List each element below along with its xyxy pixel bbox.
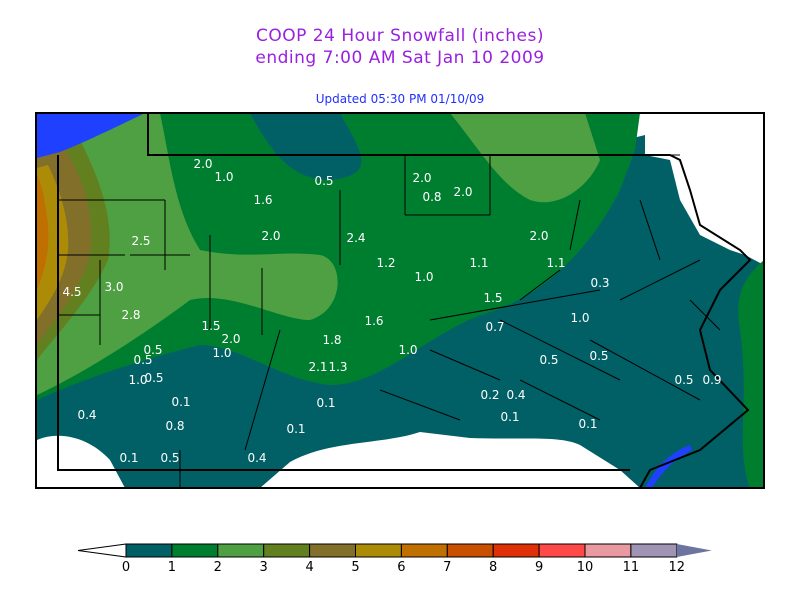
station-value: 2.0 — [261, 229, 281, 243]
station-value: 3.0 — [104, 280, 124, 294]
legend-swatch — [217, 543, 265, 558]
station-value: 0.3 — [590, 276, 610, 290]
station-value: 0.9 — [702, 373, 722, 387]
station-value: 0.5 — [674, 373, 694, 387]
station-value: 2.0 — [221, 332, 241, 346]
zone-none-northeast — [585, 113, 764, 265]
station-value: 1.0 — [398, 343, 418, 357]
station-value: 1.1 — [469, 256, 489, 270]
legend-tick-label: 3 — [259, 560, 268, 575]
zone-1-2-east — [738, 255, 764, 488]
station-value: 0.5 — [143, 343, 163, 357]
legend-swatch — [171, 543, 219, 558]
station-value: 0.8 — [422, 190, 442, 204]
station-value: 0.5 — [589, 349, 609, 363]
station-value: 0.5 — [133, 353, 153, 367]
station-value: 2.8 — [121, 308, 141, 322]
station-value: 1.0 — [212, 346, 232, 360]
station-value: 1.5 — [483, 291, 503, 305]
station-value: 0.1 — [171, 395, 191, 409]
legend-tick-label: 8 — [489, 560, 498, 575]
legend-swatch — [263, 543, 311, 558]
station-value: 1.8 — [322, 333, 342, 347]
legend-tick-label: 12 — [668, 560, 686, 575]
delaware-river — [645, 445, 692, 488]
station-value: 2.4 — [346, 231, 366, 245]
legend-tick-label: 6 — [397, 560, 406, 575]
map-title: COOP 24 Hour Snowfall (inches) — [256, 26, 544, 46]
state-border — [57, 113, 752, 489]
legend-swatch — [355, 543, 402, 558]
legend-swatch — [630, 543, 678, 558]
station-value: 2.0 — [193, 157, 213, 171]
legend-tick-label: 0 — [121, 560, 131, 575]
station-value: 1.2 — [376, 256, 396, 270]
station-value: 1.0 — [570, 311, 590, 325]
station-value: 0.1 — [500, 410, 520, 424]
station-value: 0.5 — [539, 353, 559, 367]
legend-swatch — [446, 543, 494, 558]
station-value: 1.6 — [364, 314, 384, 328]
legend-over-arrow — [676, 544, 712, 557]
station-value: 2.0 — [453, 185, 473, 199]
legend-tick-label: 5 — [351, 560, 360, 575]
legend-under-arrow — [77, 543, 127, 558]
legend-tick-label: 7 — [443, 560, 452, 575]
legend-swatch — [400, 543, 448, 558]
zone-2-3-north — [450, 113, 600, 203]
station-value: 1.1 — [546, 256, 566, 270]
station-value: 1.6 — [253, 193, 273, 207]
station-value: 1.3 — [328, 360, 348, 374]
zone-1-2 — [37, 113, 640, 400]
legend-swatch — [125, 543, 173, 558]
station-value: 0.1 — [578, 417, 598, 431]
station-value: 0.5 — [144, 371, 164, 385]
station-value: 0.8 — [165, 419, 185, 433]
station-value: 0.5 — [314, 174, 334, 188]
station-value: 2.0 — [529, 229, 549, 243]
station-value: 1.0 — [128, 373, 148, 387]
legend-swatch — [538, 543, 586, 558]
station-value: 1.0 — [214, 170, 234, 184]
legend-swatch — [492, 543, 540, 558]
station-value: 0.4 — [506, 388, 526, 402]
station-value: 0.1 — [286, 422, 306, 436]
station-value: 1.5 — [201, 319, 221, 333]
station-value: 1.0 — [414, 270, 434, 284]
station-value: 0.1 — [119, 451, 139, 465]
station-value: 4.5 — [62, 285, 82, 299]
station-value: 0.2 — [480, 388, 500, 402]
station-value: 2.1 — [308, 360, 328, 374]
station-value: 2.5 — [131, 234, 151, 248]
station-value: 0.4 — [247, 451, 267, 465]
legend-swatch — [309, 543, 357, 558]
station-value: 0.5 — [160, 451, 180, 465]
legend-tick-label: 4 — [305, 560, 314, 575]
legend-tick-label: 9 — [534, 560, 544, 575]
station-value: 0.7 — [485, 320, 505, 334]
updated-timestamp: Updated 05:30 PM 01/10/09 — [315, 92, 485, 106]
station-value: 0.1 — [316, 396, 336, 410]
legend-tick-label: 10 — [576, 560, 594, 575]
zone-6-7 — [37, 175, 49, 290]
legend-tick-label: 1 — [167, 560, 177, 575]
lake-erie — [37, 113, 145, 158]
legend-tick-label: 2 — [213, 560, 222, 575]
map-subtitle: ending 7:00 AM Sat Jan 10 2009 — [255, 48, 545, 68]
station-value: 0.4 — [77, 408, 97, 422]
zone-none-south — [37, 432, 640, 488]
legend-tick-label: 11 — [622, 560, 640, 575]
legend-swatch — [584, 543, 632, 558]
map-frame — [35, 112, 765, 489]
zone-2-3 — [37, 113, 338, 395]
station-value: 2.0 — [412, 171, 432, 185]
